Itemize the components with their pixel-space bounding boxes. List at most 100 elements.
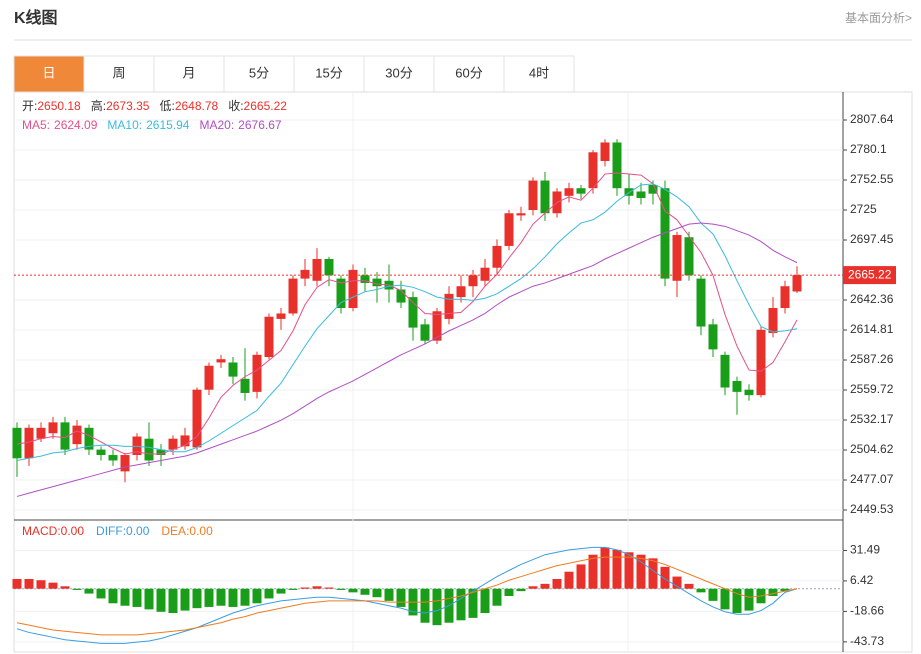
macd-bar: [600, 547, 610, 589]
candle-body: [180, 435, 190, 447]
macd-bar: [720, 588, 730, 610]
macd-bar: [768, 588, 778, 597]
macd-bar: [312, 586, 322, 589]
legend-part: 低:: [159, 99, 174, 113]
legend-part: 开:: [22, 99, 37, 113]
macd-bar: [732, 588, 742, 614]
grid: 2449.53 2477.07 2504.62 2532.17 2559.72 2587.…: [14, 112, 894, 648]
ma-line: [16, 222, 798, 497]
candle-body: [156, 449, 166, 456]
legend-part: 0.00: [126, 524, 150, 538]
y-tick-label: -18.66: [850, 604, 884, 618]
candle-body: [144, 438, 154, 461]
candle-body: [360, 275, 370, 283]
macd-bar: [528, 586, 538, 589]
legend-part: MA5:: [22, 118, 50, 132]
macd-line: [16, 546, 798, 644]
candle-body: [36, 427, 46, 439]
candle-body: [420, 324, 430, 341]
candle-body: [204, 365, 214, 390]
macd-bar: [12, 578, 22, 589]
macd-bar: [372, 588, 382, 598]
candle-body: [372, 278, 382, 287]
macd-bar: [744, 588, 754, 611]
macd-bar: [516, 588, 526, 592]
ma-line: [16, 172, 798, 455]
tab-label[interactable]: 日: [42, 65, 55, 80]
legend-part: 0.00: [61, 524, 85, 538]
candle-body: [540, 180, 550, 214]
macd-bar: [276, 588, 286, 594]
legend-part: DEA:: [161, 524, 189, 538]
legend-part: 收:: [228, 99, 243, 113]
candle-body: [444, 293, 454, 319]
candle-body: [636, 191, 646, 199]
legend-part: 2673.35: [106, 99, 150, 113]
tab-label[interactable]: 月: [182, 65, 195, 80]
candle-body: [576, 188, 586, 194]
legend-part: 2650.18: [37, 99, 81, 113]
tab-label[interactable]: 5分: [249, 65, 269, 80]
macd-bar: [492, 588, 502, 606]
macd-bar: [384, 588, 394, 601]
macd-bar: [132, 588, 142, 607]
y-tick-label: -43.73: [850, 634, 884, 648]
macd-bar: [504, 588, 514, 597]
candle-body: [240, 378, 250, 393]
tab[interactable]: [503, 55, 575, 93]
candle-body: [504, 213, 514, 246]
tab-bar: 日 周 月 5分 15分 30分 60分 4时: [13, 55, 575, 93]
candle-body: [300, 269, 310, 279]
ma-legend: MA5: 2624.09 MA10: 2615.94 MA20: 2676.67: [22, 118, 282, 132]
candle-body: [252, 354, 262, 392]
y-tick-label: 2725: [850, 202, 877, 216]
candle-body: [792, 275, 802, 292]
macd-bar: [684, 583, 694, 589]
tab-label[interactable]: 60分: [455, 65, 482, 80]
y-tick-label: 2587.26: [850, 352, 894, 366]
tab[interactable]: [83, 55, 155, 93]
macd-bar: [228, 588, 238, 607]
tab-label[interactable]: 30分: [385, 65, 412, 80]
macd-bar: [588, 554, 598, 589]
y-tick-label: 2559.72: [850, 382, 894, 396]
candle-body: [216, 359, 226, 363]
fundamental-link[interactable]: 基本面分析>: [845, 11, 912, 25]
macd-bar: [624, 552, 634, 589]
candle-body: [732, 380, 742, 392]
candle-body: [192, 389, 202, 448]
candle-body: [492, 245, 502, 268]
macd-bar: [468, 588, 478, 618]
tab-label[interactable]: 4时: [529, 65, 549, 80]
candle-body: [72, 425, 82, 445]
macd-bar: [432, 588, 442, 626]
legend-part: 2615.94: [146, 118, 190, 132]
macd-bar: [672, 576, 682, 589]
macd-bar: [24, 578, 34, 589]
legend-part: 2648.78: [175, 99, 219, 113]
tab[interactable]: [363, 55, 435, 93]
macd-bar: [96, 588, 106, 599]
legend-part: MA20:: [199, 118, 234, 132]
candle-body: [468, 275, 478, 287]
candle-body: [684, 237, 694, 276]
candle-body: [672, 235, 682, 281]
y-tick-label: 2614.81: [850, 322, 894, 336]
macd-line: [16, 556, 798, 636]
last-price-badge: [843, 266, 896, 285]
candle-body: [528, 180, 538, 210]
tab-label[interactable]: 15分: [315, 65, 342, 80]
y-tick-label: 2532.17: [850, 412, 894, 426]
candle-body: [84, 427, 94, 450]
page-title: K线图: [14, 8, 58, 27]
macd-bar: [648, 558, 658, 589]
candle-body: [60, 422, 70, 450]
macd-bar: [612, 549, 622, 589]
y-tick-label: 2697.45: [850, 232, 894, 246]
candle-body: [696, 278, 706, 327]
candle-body: [276, 313, 286, 319]
y-tick-label: 2780.1: [850, 142, 887, 156]
macd-bar: [180, 588, 190, 611]
macd-bar: [84, 588, 94, 594]
tab-label[interactable]: 周: [112, 65, 125, 80]
